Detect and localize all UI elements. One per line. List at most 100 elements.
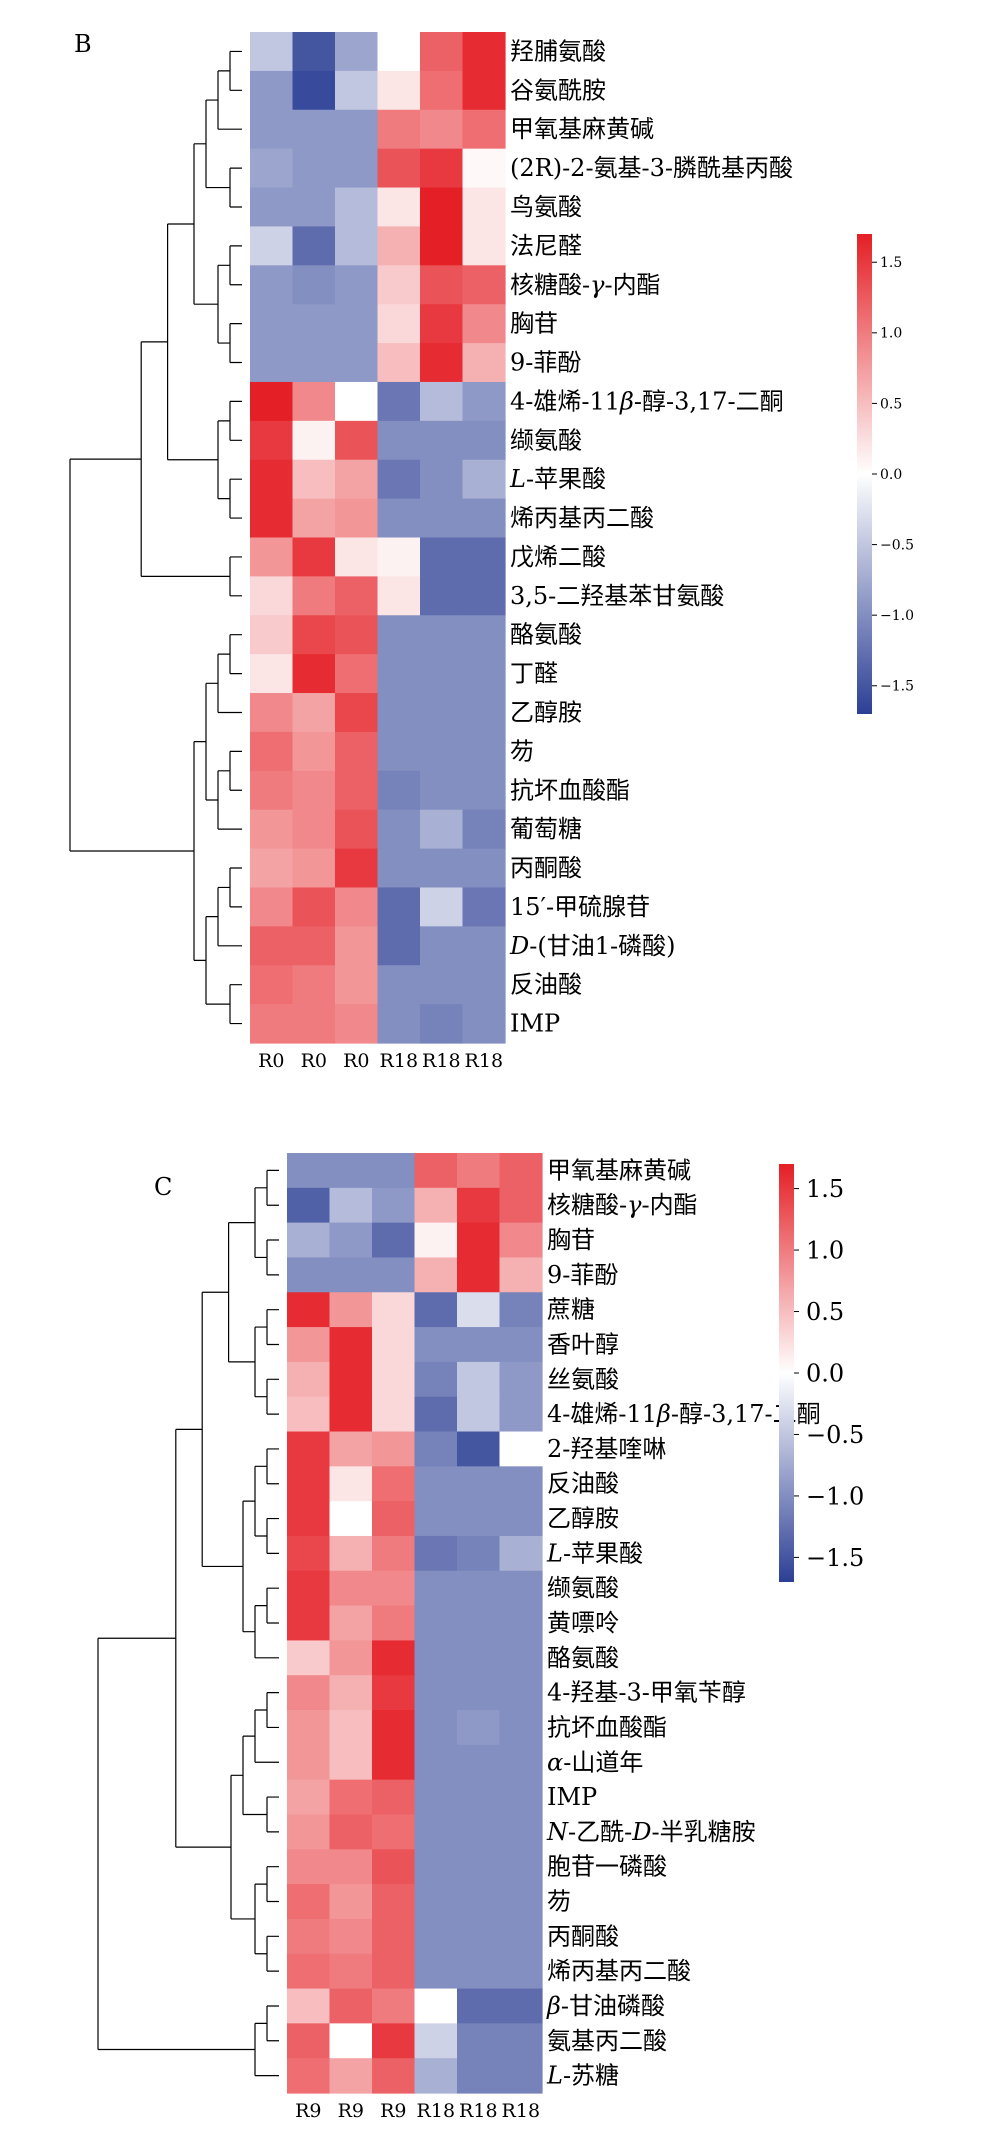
heatmap-cell xyxy=(414,1257,458,1293)
heatmap-cell xyxy=(414,1570,458,1607)
heatmap-cell xyxy=(499,1153,543,1189)
heatmap-cell xyxy=(420,381,464,422)
heatmap-cell xyxy=(287,1396,331,1433)
heatmap-cell xyxy=(377,304,421,344)
heatmap-cell xyxy=(499,1605,543,1641)
heatmap-cell xyxy=(457,1605,501,1641)
heatmap-cell xyxy=(292,537,336,577)
dendrogram-branch xyxy=(266,1587,279,1624)
heatmap-cell xyxy=(377,809,421,850)
heatmap-cell xyxy=(372,1640,416,1676)
colorbar-tick-label: 1.5 xyxy=(806,1175,844,1203)
dendrogram-branch xyxy=(266,1517,279,1554)
colorbar-tick-label: −1.5 xyxy=(806,1544,864,1572)
heatmap-cell xyxy=(462,304,506,344)
heatmap-cell xyxy=(335,731,379,772)
heatmap-cell xyxy=(420,654,464,694)
heatmap-cell xyxy=(372,2058,416,2094)
heatmap-cell xyxy=(462,498,506,539)
dendrogram-branch xyxy=(229,323,242,364)
heatmap-cell xyxy=(329,2058,373,2094)
row-label: 缬氨酸 xyxy=(510,426,582,454)
heatmap-cell xyxy=(377,32,421,72)
heatmap-cell xyxy=(499,1953,543,1990)
row-label: 法尼醛 xyxy=(510,232,582,260)
heatmap-cell xyxy=(372,1501,416,1537)
dendrogram-branch xyxy=(69,458,194,852)
row-label: 胸苷 xyxy=(510,310,558,338)
heatmap-cell xyxy=(457,1327,501,1363)
heatmap-cell xyxy=(372,1884,416,1920)
column-label: R18 xyxy=(380,1050,418,1072)
column-label: R18 xyxy=(459,2100,497,2122)
heatmap-cell xyxy=(292,965,336,1005)
heatmap-cell xyxy=(377,731,421,772)
heatmap-cell xyxy=(462,70,506,111)
heatmap-cell xyxy=(329,1675,373,1711)
heatmap-cell xyxy=(377,70,421,111)
heatmap-cell xyxy=(287,1884,331,1920)
heatmap-cell xyxy=(335,459,379,500)
heatmap-cell xyxy=(372,1222,416,1259)
heatmap-cell xyxy=(414,1710,458,1746)
heatmap-cell xyxy=(377,187,421,228)
heatmap-cell xyxy=(250,148,294,189)
heatmap-cell xyxy=(499,1640,543,1676)
heatmap-cell xyxy=(372,1744,416,1781)
column-label: R18 xyxy=(502,2100,540,2122)
heatmap-cell xyxy=(420,304,464,344)
row-label: 蔗糖 xyxy=(547,1296,595,1324)
heatmap-cell xyxy=(372,1292,416,1328)
heatmap-cell xyxy=(457,1187,501,1224)
heatmap-cell xyxy=(287,1466,331,1502)
heatmap-cell xyxy=(292,654,336,694)
column-label: R9 xyxy=(295,2100,321,2122)
row-label: L-苹果酸 xyxy=(546,1539,643,1567)
row-label: 胞苷一磷酸 xyxy=(547,1853,667,1881)
heatmap-cell xyxy=(420,576,464,616)
heatmap-cell xyxy=(414,1779,458,1816)
row-label: 反油酸 xyxy=(510,971,582,999)
heatmap-cell xyxy=(292,887,336,927)
heatmap-cell xyxy=(414,1361,458,1398)
heatmap-cell xyxy=(414,1466,458,1502)
row-label: 羟脯氨酸 xyxy=(510,37,606,65)
heatmap-cell xyxy=(250,615,294,655)
row-label: 9-菲酚 xyxy=(510,349,581,377)
heatmap-cell xyxy=(287,1361,331,1398)
heatmap-cell xyxy=(292,731,336,772)
row-label: 黄嘌呤 xyxy=(547,1609,619,1637)
heatmap-cell xyxy=(414,1222,458,1259)
heatmap-cell xyxy=(414,1501,458,1537)
dendrogram-branch xyxy=(266,1866,279,1903)
heatmap-cell xyxy=(335,654,379,694)
heatmap-cell xyxy=(250,226,294,266)
row-label: 4-雄烯-11β-醇-3,17-二酮 xyxy=(547,1400,821,1428)
dendrogram-branch xyxy=(201,1291,243,1568)
heatmap-cell xyxy=(372,1988,416,2024)
heatmap-cell xyxy=(329,1884,373,1920)
heatmap-cell xyxy=(335,148,379,189)
heatmap-cell xyxy=(499,1675,543,1711)
dendrogram-branch xyxy=(254,1465,267,1537)
heatmap-cell xyxy=(499,1918,543,1955)
column-label: R0 xyxy=(343,1050,369,1072)
heatmap-cell xyxy=(287,1953,331,1990)
heatmap-cell xyxy=(292,70,336,111)
heatmap-cell xyxy=(250,926,294,966)
row-label: 乙醇胺 xyxy=(510,699,582,727)
heatmap-cell xyxy=(462,537,506,577)
heatmap-cell xyxy=(329,1187,373,1224)
heatmap-cell xyxy=(499,1187,543,1224)
heatmap-cell xyxy=(287,2058,331,2094)
heatmap-cell xyxy=(420,537,464,577)
heatmap-cell xyxy=(414,1431,458,1467)
row-label: 核糖酸-γ-内酯 xyxy=(547,1191,698,1219)
heatmap-cell xyxy=(462,848,506,889)
heatmap-cell xyxy=(420,1004,464,1044)
heatmap-cell xyxy=(377,926,421,966)
heatmap-cell xyxy=(287,1675,331,1711)
row-label: 4-羟基-3-甲氧苄醇 xyxy=(547,1679,746,1707)
heatmap-cell xyxy=(457,2023,501,2059)
dendrogram-branch xyxy=(97,1637,255,2051)
